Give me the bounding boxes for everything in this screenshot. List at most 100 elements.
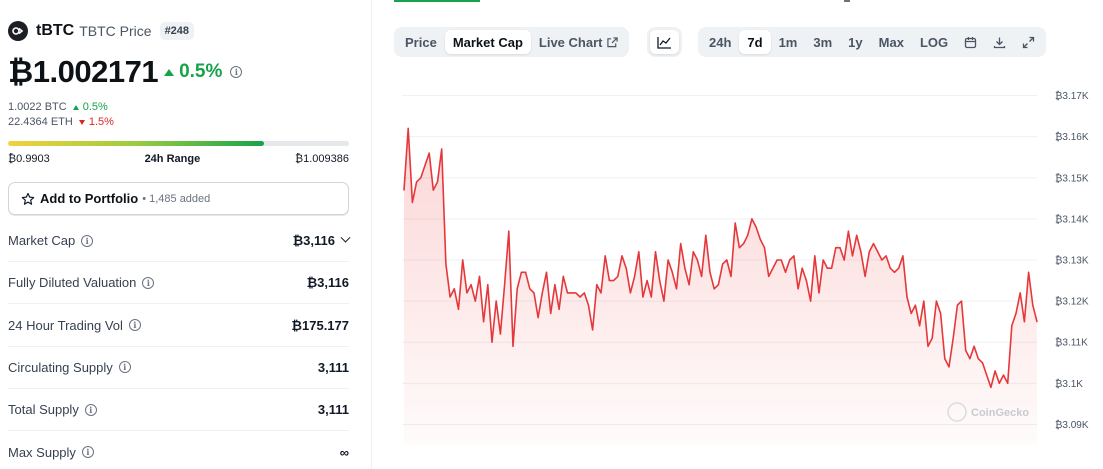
data-point [914,304,917,306]
data-point [495,300,497,302]
data-point [478,275,481,277]
data-point [801,267,803,269]
download-icon [993,37,1006,48]
tab-live-chart[interactable]: Live Chart [531,30,627,54]
data-point [441,148,443,150]
data-point [822,259,824,261]
stat-value: ₿3,116 [307,275,349,290]
data-point [1019,292,1021,294]
current-price: ₿1.002171 [8,54,159,89]
tab-price[interactable]: Price [405,34,437,50]
data-point [654,251,657,253]
calendar-button[interactable] [956,30,985,54]
range-bar-fill [8,141,264,146]
data-point [411,201,413,203]
add-to-portfolio-button[interactable]: Add to Portfolio • 1,485 added [8,182,349,215]
triangle-up-icon [164,68,175,76]
data-point [810,300,812,302]
data-point [634,275,636,277]
stat-label: Total Supply i [8,402,97,417]
range-1m[interactable]: 1m [778,34,798,50]
data-point [659,280,661,282]
info-icon[interactable]: i [230,66,243,78]
data-point [885,255,887,257]
data-point [805,280,807,282]
time-range-tabs: 24h 7d 1m 3m 1y Max LOG [698,27,1047,57]
data-point [713,288,715,290]
data-point [663,300,665,302]
tab-edge-indicator [844,0,850,2]
data-point [747,234,749,236]
data-point [680,243,682,245]
info-icon[interactable]: i [128,319,141,332]
log-scale-toggle[interactable]: LOG [919,34,949,50]
data-point [642,296,644,298]
data-point [893,271,896,273]
chart-panel: Price Market Cap Live Chart 24h 7d 1m 3m… [372,0,1103,469]
data-point [692,251,694,253]
range-max[interactable]: Max [878,34,904,50]
portfolio-added-count: • 1,485 added [142,192,211,205]
data-point [457,308,460,310]
data-point [734,222,736,224]
data-point [923,300,925,302]
price-change-24h: 0.5% [164,61,222,83]
data-point [705,234,707,236]
range-24h[interactable]: 24h [709,34,732,50]
download-button[interactable] [985,30,1014,54]
stat-value: ₿175.177 [291,318,349,333]
calendar-icon [964,36,977,48]
info-icon[interactable]: i [118,361,131,374]
range-3m[interactable]: 3m [813,34,833,50]
market-cap-chart[interactable]: CoinGecko ₿3.09K ₿3.1K ₿3.11K ₿3.12K ₿3.13K ₿… [372,75,1103,469]
y-tick-label: ₿3.16K [1055,131,1089,143]
data-point [743,243,745,245]
y-tick-label: ₿3.13K [1055,255,1089,267]
data-point [851,255,854,257]
data-point [931,337,933,339]
data-point [436,181,439,183]
stat-row: Fully Diluted Valuation i ₿3,116 [8,262,349,305]
data-point [554,284,556,286]
data-point [445,263,447,265]
data-point [826,267,828,269]
data-point [621,255,623,257]
data-point [604,255,606,257]
data-point [650,296,652,298]
line-chart-icon [657,36,671,49]
data-point [520,271,522,273]
y-tick-label: ₿3.17K [1055,90,1089,102]
range-high: ₿1.009386 [294,153,349,165]
y-tick-label: ₿3.15K [1055,172,1089,184]
stat-value: 3,111 [318,402,349,417]
info-icon[interactable]: i [142,276,155,289]
data-point [726,259,728,261]
data-point [566,292,569,294]
stat-value[interactable]: ₿3,116 [293,232,351,248]
data-point [709,271,711,273]
data-point [579,296,581,298]
expand-icon [1022,36,1035,48]
line-chart-button[interactable] [650,30,679,54]
range-7d[interactable]: 7d [739,30,771,54]
data-point [562,275,564,277]
coin-header: tBTC TBTC Price #248 [8,21,195,41]
rank-badge: #248 [159,22,195,40]
range-1y[interactable]: 1y [848,34,863,50]
data-point [717,284,719,286]
data-point [738,247,740,249]
data-point [998,382,1000,384]
info-icon[interactable]: i [81,446,94,458]
data-point [1015,312,1017,314]
data-point [877,251,879,253]
stat-label-text: 24 Hour Trading Vol [8,317,123,333]
data-point [474,300,476,302]
fullscreen-button[interactable] [1014,30,1043,54]
range-label: 24h Range [144,153,201,165]
info-icon[interactable]: i [84,403,97,416]
info-icon[interactable]: i [81,234,94,247]
data-point [696,259,698,261]
data-point [730,275,732,277]
data-point [487,284,489,286]
tab-market-cap[interactable]: Market Cap [444,30,531,54]
